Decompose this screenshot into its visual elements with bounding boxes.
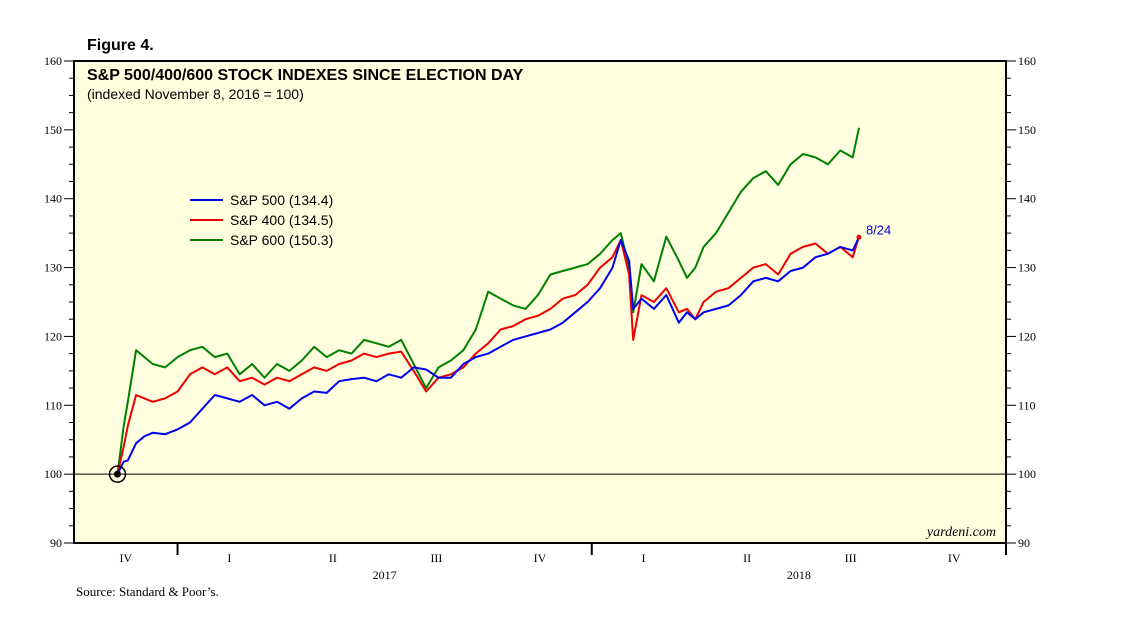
x-quarter-label: III — [845, 551, 857, 565]
y-tick-label-left: 160 — [44, 54, 62, 68]
plot-area — [73, 60, 1007, 544]
y-tick-label-left: 120 — [44, 329, 62, 343]
x-year-label: 2017 — [373, 568, 397, 582]
end-date-label: 8/24 — [866, 222, 891, 237]
election-marker-dot — [113, 470, 121, 478]
series-line-sp600 — [116, 127, 860, 475]
x-quarter-label: II — [743, 551, 751, 565]
x-quarter-label: IV — [948, 551, 961, 565]
series-end-point — [856, 234, 862, 240]
chart-subtitle: (indexed November 8, 2016 = 100) — [87, 86, 304, 102]
x-quarter-label: III — [430, 551, 442, 565]
legend-label-sp400: S&P 400 (134.5) — [230, 212, 333, 228]
y-axis-right: 90 100 110 120 130 140 150 160 — [1006, 54, 1036, 550]
y-tick-label-right: 110 — [1018, 398, 1036, 412]
y-axis-left: 90 100 110 120 130 140 150 160 — [44, 54, 74, 550]
series-line-sp400 — [116, 236, 860, 475]
y-tick-label-left: 110 — [44, 398, 62, 412]
y-tick-label-right: 140 — [1018, 192, 1036, 206]
chart-title: S&P 500/400/600 STOCK INDEXES SINCE ELEC… — [87, 67, 524, 84]
figure-label: Figure 4. — [87, 37, 154, 54]
x-quarter-label: I — [227, 551, 231, 565]
y-tick-label-right: 100 — [1018, 467, 1036, 481]
y-tick-label-right: 160 — [1018, 54, 1036, 68]
y-tick-label-right: 150 — [1018, 123, 1036, 137]
y-tick-label-left: 140 — [44, 192, 62, 206]
election-marker-ring — [108, 465, 127, 483]
x-quarter-label: II — [329, 551, 337, 565]
y-tick-label-right: 120 — [1018, 329, 1036, 343]
x-quarter-label: IV — [534, 551, 547, 565]
y-tick-label-left: 150 — [44, 123, 62, 137]
x-year-label: 2018 — [787, 568, 811, 582]
election-day-marker — [108, 465, 127, 483]
legend-label-sp600: S&P 600 (150.3) — [230, 232, 333, 248]
x-quarter-label: I — [642, 551, 646, 565]
legend: S&P 500 (134.4) S&P 400 (134.5) S&P 600 … — [190, 192, 333, 248]
y-tick-label-right: 90 — [1018, 536, 1030, 550]
watermark: yardeni.com — [925, 525, 996, 540]
series-group — [116, 127, 862, 475]
y-tick-label-left: 130 — [44, 261, 62, 275]
source-note: Source: Standard & Poor’s. — [76, 584, 219, 599]
y-tick-label-left: 100 — [44, 467, 62, 481]
y-tick-label-right: 130 — [1018, 261, 1036, 275]
y-tick-label-left: 90 — [50, 536, 62, 550]
series-line-sp500 — [116, 236, 860, 475]
x-quarter-label: IV — [119, 551, 132, 565]
legend-label-sp500: S&P 500 (134.4) — [230, 192, 333, 208]
